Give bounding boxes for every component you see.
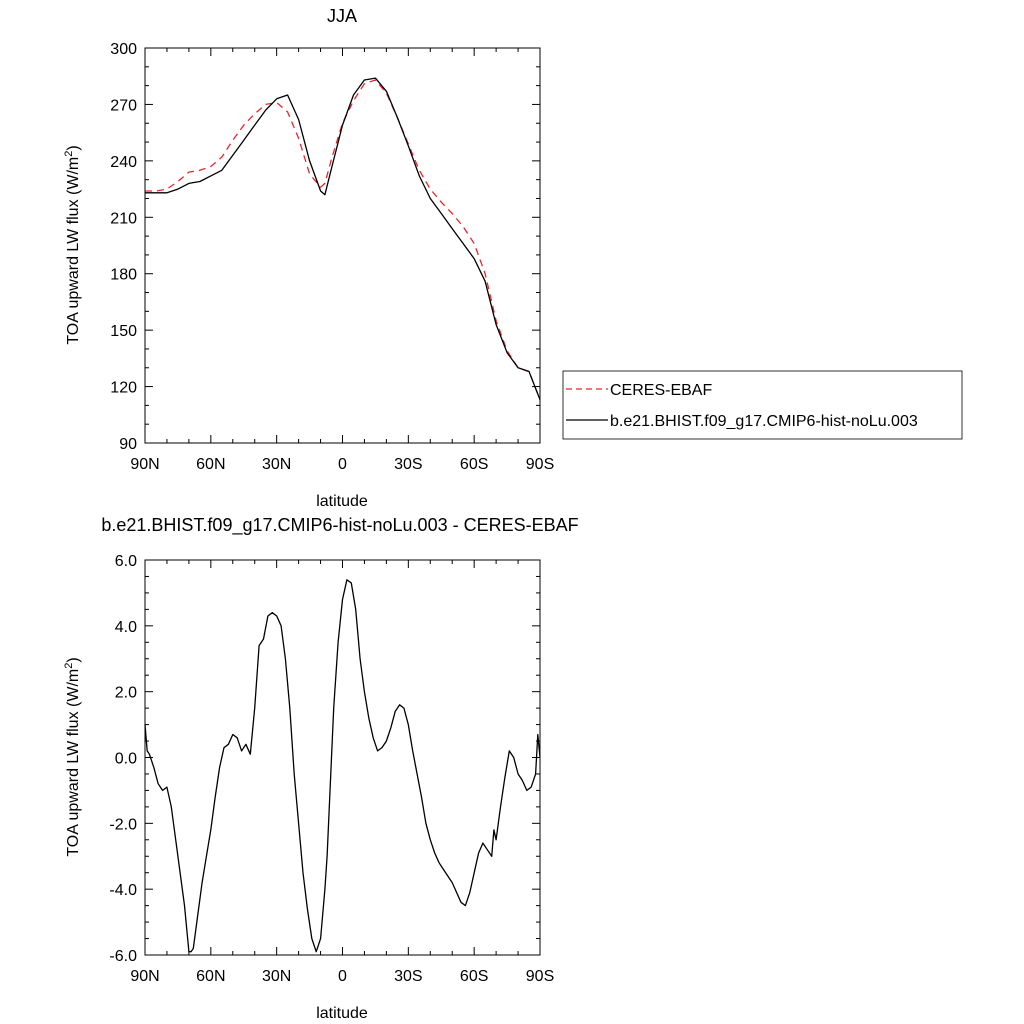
top-y-tick-label: 120	[110, 380, 137, 397]
bottom-axis-ticks	[144, 559, 541, 956]
top-y-tick-label: 210	[110, 210, 137, 227]
top-y-tick-label: 90	[119, 436, 137, 453]
bottom-y-axis-label-close: )	[65, 657, 82, 662]
bottom-y-tick-label: 2.0	[115, 685, 137, 702]
bottom-y-axis-label-sup: 2	[63, 663, 75, 669]
top-plot-frame	[144, 47, 541, 444]
top-x-axis-label: latitude	[316, 493, 368, 510]
top-x-tick-label: 30S	[394, 456, 422, 473]
bottom-x-tick-label: 30S	[394, 968, 422, 985]
bottom-x-tick-label: 0	[338, 968, 347, 985]
bottom-chart-title: b.e21.BHIST.f09_g17.CMIP6-hist-noLu.003 …	[101, 515, 578, 536]
bottom-y-tick-label: -4.0	[109, 882, 137, 899]
bottom-x-tick-label: 60S	[460, 968, 488, 985]
bottom-y-tick-label: 0.0	[115, 751, 137, 768]
bottom-panel: b.e21.BHIST.f09_g17.CMIP6-hist-noLu.003 …	[63, 515, 579, 1022]
legend: CERES-EBAF b.e21.BHIST.f09_g17.CMIP6-his…	[562, 370, 963, 440]
top-axis-ticks	[144, 47, 541, 444]
legend-label-ceres: CERES-EBAF	[610, 382, 712, 399]
top-y-axis-label: TOA upward LW flux (W/m2)	[63, 145, 82, 344]
bottom-plot-frame	[144, 559, 541, 956]
bottom-y-tick-label: -6.0	[109, 948, 137, 965]
top-series-line-1	[145, 77, 541, 400]
top-y-tick-label: 270	[110, 97, 137, 114]
top-y-tick-label: 150	[110, 323, 137, 340]
bottom-x-tick-label: 30N	[262, 968, 291, 985]
top-x-tick-label: 60N	[196, 456, 225, 473]
bottom-y-tick-label: 6.0	[115, 553, 137, 570]
bottom-y-axis-label: TOA upward LW flux (W/m2)	[63, 657, 82, 856]
top-chart-title: JJA	[327, 6, 357, 26]
top-series-line-0	[145, 79, 541, 400]
top-y-axis-label-sup: 2	[63, 151, 75, 157]
top-x-tick-label: 60S	[460, 456, 488, 473]
top-x-tick-label: 0	[338, 456, 347, 473]
bottom-y-axis-label-text: TOA upward LW flux (W/m	[65, 669, 82, 857]
top-axis-tick-labels: 90N 60N 30N 0 30S 60S 90S 90 120 150 180 210 240 270 3…	[110, 41, 554, 473]
bottom-x-tick-label: 60N	[196, 968, 225, 985]
bottom-x-axis-label: latitude	[316, 1005, 368, 1022]
bottom-series-line-0	[144, 579, 541, 953]
bottom-y-tick-label: 4.0	[115, 619, 137, 636]
top-panel: JJA TOA upward LW flux (W/m2) latitude 9…	[63, 6, 554, 510]
bottom-x-tick-label: 90N	[130, 968, 159, 985]
top-y-axis-label-close: )	[65, 145, 82, 150]
legend-label-model: b.e21.BHIST.f09_g17.CMIP6-hist-noLu.003	[610, 413, 918, 430]
bottom-axis-tick-labels: 90N 60N 30N 0 30S 60S 90S -6.0 -4.0 -2.0 0.0 2.0 4.0…	[109, 553, 554, 985]
top-series-lines	[145, 77, 541, 400]
top-y-tick-label: 300	[110, 41, 137, 58]
top-x-tick-label: 90S	[526, 456, 554, 473]
bottom-x-tick-label: 90S	[526, 968, 554, 985]
bottom-y-tick-label: -2.0	[109, 816, 137, 833]
legend-box	[562, 370, 963, 440]
top-x-tick-label: 30N	[262, 456, 291, 473]
top-y-tick-label: 180	[110, 267, 137, 284]
top-y-axis-label-text: TOA upward LW flux (W/m	[65, 157, 82, 345]
bottom-series-lines	[144, 579, 541, 953]
top-y-tick-label: 240	[110, 154, 137, 171]
top-x-tick-label: 90N	[130, 456, 159, 473]
